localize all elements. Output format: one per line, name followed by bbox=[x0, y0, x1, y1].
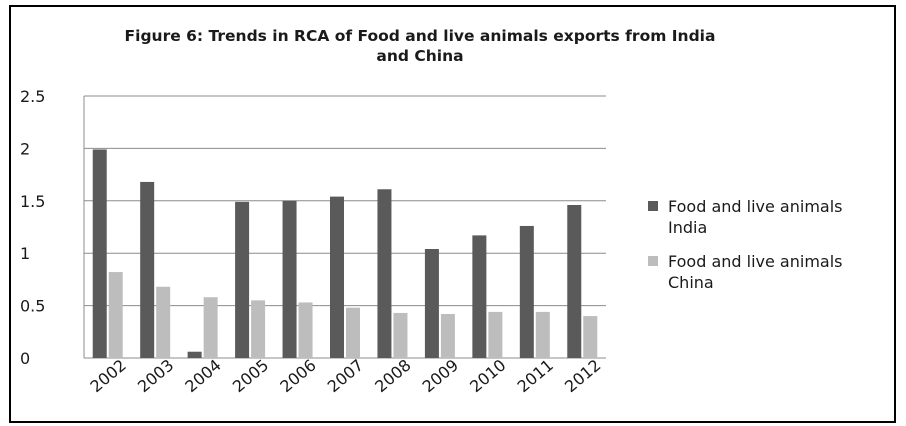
y-tick-label: 0 bbox=[20, 349, 30, 368]
legend-item-india: Food and live animals India bbox=[648, 196, 888, 238]
bars bbox=[92, 149, 598, 358]
x-tick-label: 2005 bbox=[229, 355, 272, 396]
bar-china-2002 bbox=[108, 272, 123, 358]
legend-label-india-line2: India bbox=[668, 218, 708, 237]
bar-india-2007 bbox=[330, 196, 344, 358]
gridlines bbox=[83, 95, 606, 359]
bar-india-2003 bbox=[140, 181, 155, 358]
bar-india-2008 bbox=[377, 189, 392, 358]
bar-india-2009 bbox=[424, 249, 439, 358]
bar-india-2011 bbox=[519, 225, 534, 358]
bar-india-2010 bbox=[472, 235, 487, 358]
y-tick-label: 1 bbox=[20, 244, 30, 263]
legend-label-india-line1: Food and live animals bbox=[668, 197, 843, 216]
x-tick-label: 2011 bbox=[514, 355, 557, 396]
y-tick-label: 0.5 bbox=[20, 297, 45, 316]
x-axis-ticks: 2002 2003 2004 2005 2006 2007 2008 2009 2010 2011… bbox=[86, 355, 604, 396]
bar-china-2003 bbox=[156, 286, 171, 358]
bar-china-2005 bbox=[251, 300, 266, 358]
bar-china-2010 bbox=[488, 311, 503, 358]
x-tick-label: 2003 bbox=[134, 355, 177, 396]
bar-china-2011 bbox=[535, 311, 550, 358]
x-tick-label: 2010 bbox=[466, 355, 509, 396]
legend-label-china-line2: China bbox=[668, 273, 714, 292]
legend-swatch-china bbox=[648, 256, 658, 266]
bar-india-2002 bbox=[92, 149, 107, 358]
y-axis-ticks: 0 0.5 1 1.5 2 2.5 bbox=[20, 87, 45, 368]
legend-label-china-line1: Food and live animals bbox=[668, 252, 843, 271]
chart-title: Figure 6: Trends in RCA of Food and live… bbox=[60, 26, 780, 66]
bar-india-2012 bbox=[567, 204, 582, 358]
x-tick-label: 2012 bbox=[561, 355, 604, 396]
bar-india-2005 bbox=[235, 201, 250, 358]
bar-india-2004 bbox=[187, 351, 202, 358]
x-tick-label: 2009 bbox=[419, 355, 462, 396]
bar-china-2008 bbox=[393, 312, 408, 358]
bar-china-2004 bbox=[203, 297, 218, 358]
y-tick-label: 1.5 bbox=[20, 192, 45, 211]
y-tick-label: 2.5 bbox=[20, 87, 45, 106]
bar-india-2006 bbox=[282, 200, 297, 358]
legend-item-china: Food and live animals China bbox=[648, 251, 888, 293]
x-tick-label: 2006 bbox=[276, 355, 319, 396]
x-tick-label: 2008 bbox=[371, 355, 414, 396]
x-tick-label: 2007 bbox=[324, 355, 367, 396]
bar-china-2009 bbox=[440, 313, 455, 358]
x-tick-label: 2002 bbox=[86, 355, 129, 396]
chart-title-line2: and China bbox=[376, 47, 464, 65]
y-tick-label: 2 bbox=[20, 139, 30, 158]
legend: Food and live animals India Food and liv… bbox=[648, 196, 888, 306]
bar-china-2012 bbox=[583, 316, 598, 358]
bar-china-2007 bbox=[346, 307, 360, 358]
chart-title-line1: Figure 6: Trends in RCA of Food and live… bbox=[124, 27, 716, 45]
x-tick-label: 2004 bbox=[181, 355, 224, 396]
legend-swatch-india bbox=[648, 201, 658, 211]
bar-china-2006 bbox=[298, 302, 313, 358]
